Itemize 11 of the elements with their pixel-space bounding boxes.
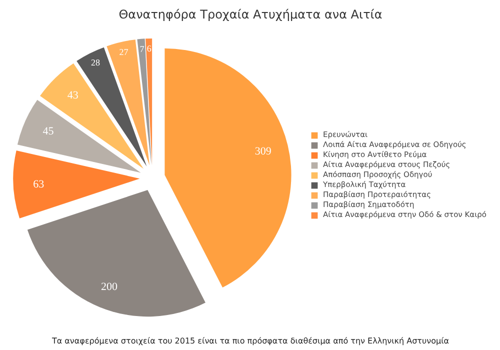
data-label: 7 (140, 44, 145, 54)
data-label: 200 (101, 280, 118, 293)
data-label: 309 (254, 146, 272, 158)
data-label: 6 (146, 44, 152, 54)
data-label: 27 (119, 46, 129, 57)
text: Τα αναφερόμενα στοιχεία του 2015 είναι τα πιο πρόσφατα διαθέσιμα από την Ελληνική Αστυνομία (50, 336, 450, 346)
data-label: 43 (67, 90, 79, 102)
data-label: 63 (33, 178, 45, 191)
data-label: 28 (91, 57, 101, 68)
data-label: 45 (42, 126, 54, 138)
chart-title: Θανατηφόρα Τροχαία Ατυχήματα ανα Αιτία (118, 8, 382, 22)
